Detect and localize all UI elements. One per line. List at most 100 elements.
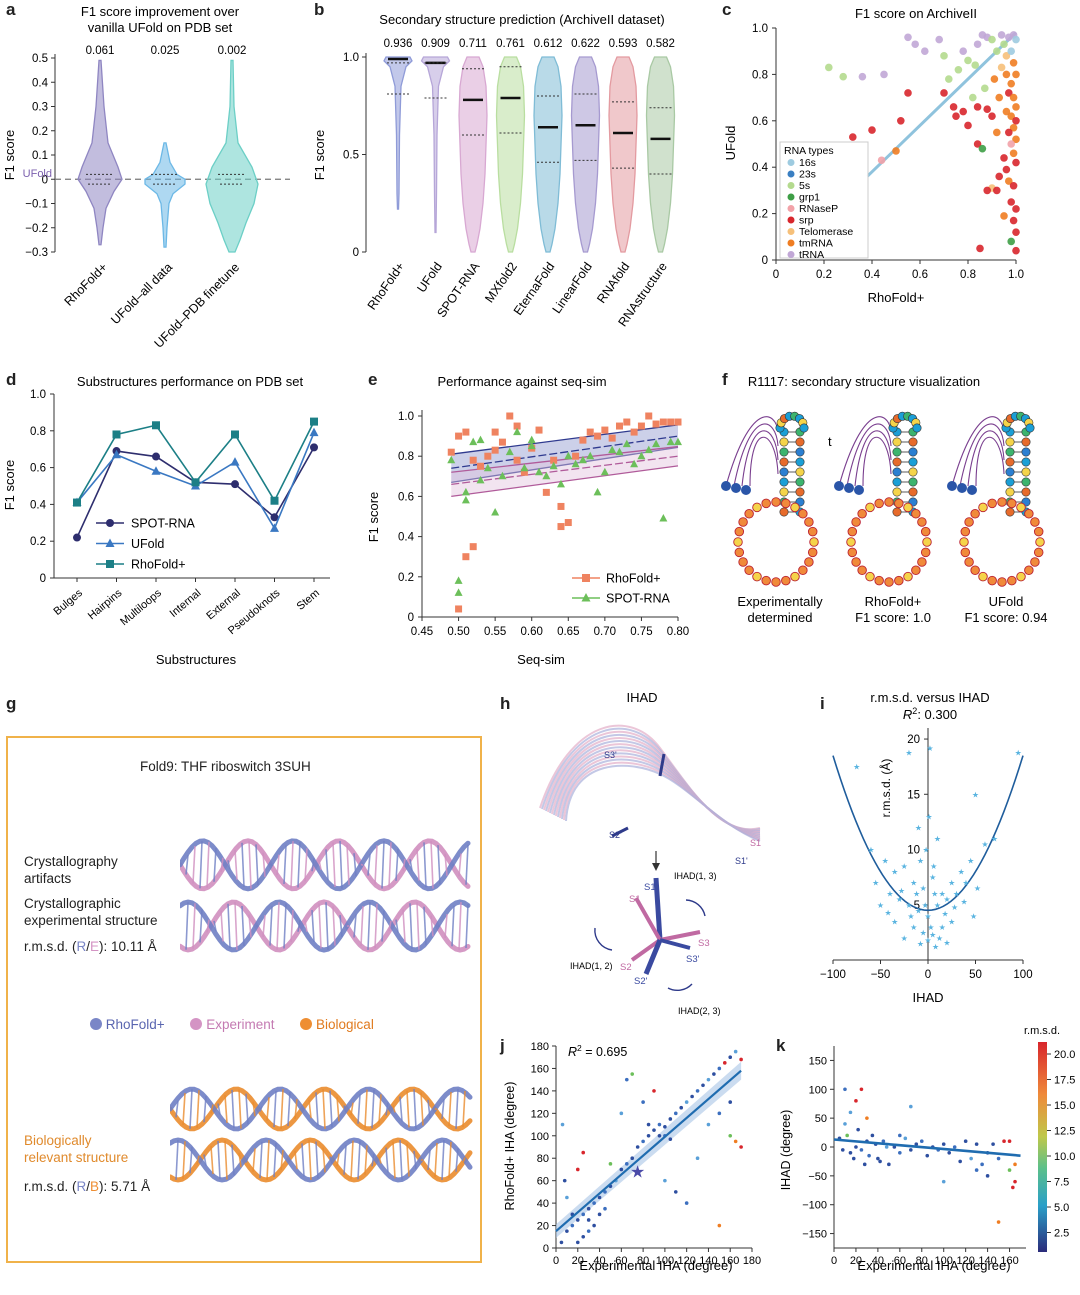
j-point bbox=[641, 1139, 645, 1144]
helix-rung bbox=[399, 1096, 403, 1122]
i-fit-curve bbox=[832, 755, 1024, 912]
j-point bbox=[646, 1122, 651, 1127]
c-point bbox=[921, 47, 929, 55]
helix-rung bbox=[196, 1155, 200, 1165]
f-nucleotide bbox=[779, 437, 789, 447]
c-point bbox=[1012, 135, 1020, 144]
rmsd-re-suffix: ): 10.11 Å bbox=[99, 939, 157, 954]
helix-rung bbox=[385, 1102, 389, 1116]
k-point bbox=[843, 1122, 847, 1126]
panel-label-f: f bbox=[722, 370, 728, 389]
c-ytick-label: 0.6 bbox=[752, 116, 768, 128]
e-point-square bbox=[513, 456, 521, 464]
k-point bbox=[854, 1099, 858, 1103]
k-point bbox=[878, 1159, 882, 1164]
helix-rung bbox=[343, 1145, 347, 1175]
i-point: ★ bbox=[931, 890, 938, 899]
j-ytick-label: 0 bbox=[543, 1243, 549, 1255]
f-pk-arc bbox=[741, 430, 779, 487]
helix-rung bbox=[304, 920, 308, 932]
e-xtick-label: 0.70 bbox=[594, 626, 616, 638]
chart-k-xlabel: Experimental IHA (degree) bbox=[857, 1258, 1010, 1273]
helix-rung bbox=[231, 1144, 235, 1176]
c-xtick-label: 0.4 bbox=[864, 269, 881, 281]
i-point: ★ bbox=[936, 934, 943, 943]
i-point: ★ bbox=[886, 890, 893, 899]
f-nucleotide bbox=[1021, 477, 1031, 487]
chart-a: F1 score improvement over vanilla UFold … bbox=[2, 4, 290, 351]
a-ytick-label: 0.5 bbox=[32, 53, 48, 65]
j-point bbox=[586, 1218, 591, 1222]
f-nucleotide bbox=[804, 517, 814, 527]
e-point-square bbox=[491, 428, 499, 436]
i-point: ★ bbox=[972, 790, 979, 799]
i-point: ★ bbox=[934, 834, 941, 843]
chart-a-title-line2: vanilla UFold on PDB set bbox=[88, 20, 233, 35]
helix-rung bbox=[192, 845, 196, 884]
j-point bbox=[668, 1117, 673, 1121]
k-point bbox=[862, 1162, 867, 1167]
f-nucleotide bbox=[846, 537, 856, 547]
panel-g-title: Fold9: THF riboswitch 3SUH bbox=[140, 759, 311, 774]
i-point: ★ bbox=[925, 812, 932, 821]
i-point: ★ bbox=[934, 901, 941, 910]
helix-rung bbox=[385, 1147, 389, 1173]
e-ytick-label: 0 bbox=[408, 612, 414, 624]
a-violin bbox=[205, 59, 259, 253]
e-point-triangle bbox=[520, 463, 529, 472]
helix-rung bbox=[329, 1156, 333, 1164]
c-point bbox=[952, 112, 960, 120]
colorbar bbox=[1038, 1042, 1047, 1252]
chart-e-xlabel: Seq-sim bbox=[517, 652, 565, 667]
f-nucleotide bbox=[795, 447, 805, 457]
i-xtick-label: −100 bbox=[820, 969, 846, 981]
helix-rung bbox=[332, 906, 336, 946]
e-point-square bbox=[572, 452, 580, 460]
helix-rung bbox=[413, 1089, 417, 1129]
e-point-square bbox=[477, 462, 485, 470]
e-point-triangle bbox=[608, 445, 617, 454]
c-point bbox=[935, 35, 943, 44]
d-xtick-label: Bulges bbox=[51, 587, 85, 618]
c-point bbox=[1007, 140, 1015, 148]
c-point bbox=[1002, 70, 1011, 79]
helix-rung bbox=[213, 920, 217, 932]
c-point bbox=[964, 56, 972, 65]
f-nucleotide bbox=[908, 447, 918, 457]
a-xtick-label: RhoFold+ bbox=[62, 260, 110, 308]
k-point bbox=[845, 1133, 849, 1138]
k-point bbox=[840, 1148, 845, 1152]
i-point: ★ bbox=[930, 862, 937, 871]
helix-rung bbox=[248, 840, 252, 889]
j-point bbox=[641, 1100, 645, 1104]
f-nucleotide bbox=[1025, 423, 1035, 433]
panel-label-c: c bbox=[722, 0, 732, 19]
h-backbone bbox=[565, 764, 761, 842]
h-helix-axis bbox=[643, 939, 663, 975]
e-point-triangle bbox=[564, 451, 573, 460]
panel-f-title: R1117: secondary structure visualization bbox=[748, 374, 980, 389]
f-nucleotide bbox=[908, 457, 918, 467]
c-point bbox=[839, 72, 847, 81]
helix-rung bbox=[192, 903, 196, 949]
e-point-square bbox=[601, 426, 609, 434]
i-ytick-label: 10 bbox=[907, 845, 920, 857]
f-nucleotide bbox=[964, 517, 974, 527]
e-legend-label: SPOT-RNA bbox=[606, 592, 671, 606]
chart-i-subtitle-val: : 0.300 bbox=[917, 707, 957, 722]
j-point bbox=[739, 1057, 743, 1062]
j-point bbox=[565, 1195, 569, 1200]
i-point: ★ bbox=[961, 897, 968, 906]
i-point: ★ bbox=[901, 862, 908, 871]
e-point-triangle bbox=[454, 576, 463, 584]
a-ytick-label: −0.1 bbox=[25, 199, 48, 211]
c-point bbox=[990, 75, 999, 83]
b-violin bbox=[420, 56, 451, 234]
e-ytick-label: 0.8 bbox=[398, 451, 414, 463]
k-point bbox=[851, 1156, 856, 1161]
j-point bbox=[679, 1105, 684, 1110]
helix-rung bbox=[311, 858, 315, 872]
e-point-triangle bbox=[556, 479, 565, 488]
k-point bbox=[903, 1136, 908, 1141]
k-point bbox=[865, 1116, 869, 1120]
